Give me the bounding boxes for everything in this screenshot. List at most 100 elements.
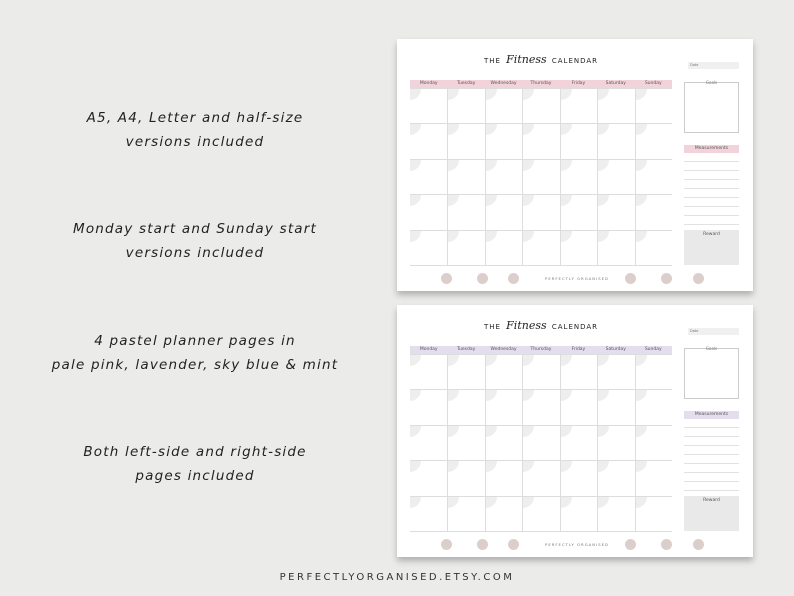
day-cell [597, 194, 635, 230]
day-cell [522, 354, 560, 390]
day-cell [484, 88, 523, 124]
weekday-label: Monday [419, 81, 438, 86]
binder-hole [441, 539, 452, 550]
day-cell [447, 460, 485, 496]
measurement-line [684, 162, 739, 171]
day-cell [522, 88, 560, 124]
day-cell [447, 88, 485, 124]
binder-hole [477, 273, 488, 284]
day-cell [559, 495, 598, 531]
measurement-line [684, 180, 739, 189]
day-cell [559, 229, 598, 265]
planner-page-lavender: THE Fitness CALENDAR Monday Tuesday Wednesd… [397, 305, 753, 557]
weekday-label: Tuesday [456, 81, 476, 86]
binder-hole [661, 539, 672, 550]
day-cell [447, 123, 485, 159]
binder-hole [625, 273, 636, 284]
day-cell [522, 123, 560, 159]
weekday-label: Saturday [605, 81, 626, 86]
title-prefix: THE [483, 323, 501, 331]
title-script: Fitness [506, 319, 547, 332]
day-cell [447, 424, 485, 461]
weekday-header: Monday Tuesday Wednesday Thursday Friday Satu… [410, 346, 672, 354]
measurement-line [684, 464, 739, 473]
calendar-grid [410, 354, 672, 532]
day-cell [597, 495, 635, 531]
day-cell [522, 194, 560, 230]
feature-text: Both left-side and right-side [83, 444, 307, 460]
measurement-line [684, 482, 739, 491]
brand-label: PERFECTLY ORGANISED [545, 542, 609, 547]
feature-text: Monday start and Sunday start [72, 221, 318, 237]
binder-hole [693, 539, 704, 550]
goals-label: Goals [705, 80, 718, 85]
title-prefix: THE [483, 57, 501, 65]
day-cell [447, 389, 485, 425]
day-cell [410, 194, 448, 229]
planner-title: THE Fitness CALENDAR [410, 53, 672, 66]
day-cell [410, 354, 448, 389]
day-cell [522, 158, 560, 195]
day-cell [410, 229, 448, 265]
day-cell [559, 460, 598, 496]
day-cell [522, 495, 560, 531]
day-cell [447, 194, 485, 230]
day-cell [484, 424, 523, 461]
day-cell [597, 389, 635, 425]
weekday-header: Monday Tuesday Wednesday Thursday Friday Satu… [410, 80, 672, 88]
day-cell [484, 354, 523, 390]
day-cell [484, 123, 523, 159]
weekday-label: Thursday [530, 81, 552, 86]
weekday-label: Sunday [644, 81, 662, 86]
measurement-line [684, 473, 739, 482]
feature-text: versions included [125, 245, 265, 261]
date-field: Date [688, 62, 739, 69]
measurement-line [684, 153, 739, 162]
measurements-lines [684, 153, 739, 234]
goals-box: Goals [684, 346, 739, 399]
title-suffix: CALENDAR [551, 323, 599, 331]
feature-2: Monday start and Sunday start versions in… [20, 217, 370, 265]
weekday-label: Sunday [644, 347, 662, 352]
day-cell [410, 495, 448, 531]
day-cell [447, 229, 485, 265]
reward-box: Reward [684, 496, 739, 531]
weekday-label: Friday [571, 81, 586, 86]
binder-hole [508, 273, 519, 284]
day-cell [597, 88, 635, 124]
day-cell [522, 389, 560, 425]
binder-hole [508, 539, 519, 550]
day-cell [410, 158, 448, 194]
measurements-header: Measurements [684, 411, 739, 419]
day-cell [447, 354, 485, 390]
measurement-line [684, 455, 739, 464]
measurement-line [684, 198, 739, 207]
feature-3: 4 pastel planner pages in pale pink, lave… [20, 329, 370, 377]
day-cell [447, 158, 485, 195]
binder-hole [625, 539, 636, 550]
day-cell [634, 88, 672, 124]
day-cell [410, 123, 448, 158]
day-cell [634, 460, 672, 496]
brand-label: PERFECTLY ORGANISED [545, 276, 609, 281]
feature-text: A5, A4, Letter and half-size [86, 110, 304, 126]
planner-page-pink: THE Fitness CALENDAR Monday Tuesday Wednesd… [397, 39, 753, 291]
title-script: Fitness [506, 53, 547, 66]
day-cell [559, 123, 598, 159]
day-cell [559, 354, 598, 390]
feature-text: 4 pastel planner pages in [94, 333, 296, 349]
day-cell [634, 158, 672, 195]
measurement-line [684, 189, 739, 198]
day-cell [634, 354, 672, 390]
day-cell [522, 460, 560, 496]
day-cell [559, 88, 598, 124]
day-cell [484, 194, 523, 230]
measurement-line [684, 171, 739, 180]
measurements-header: Measurements [684, 145, 739, 153]
measurement-line [684, 437, 739, 446]
reward-box: Reward [684, 230, 739, 265]
day-cell [634, 229, 672, 265]
day-cell [484, 389, 523, 425]
day-cell [597, 424, 635, 461]
date-field: Date [688, 328, 739, 335]
